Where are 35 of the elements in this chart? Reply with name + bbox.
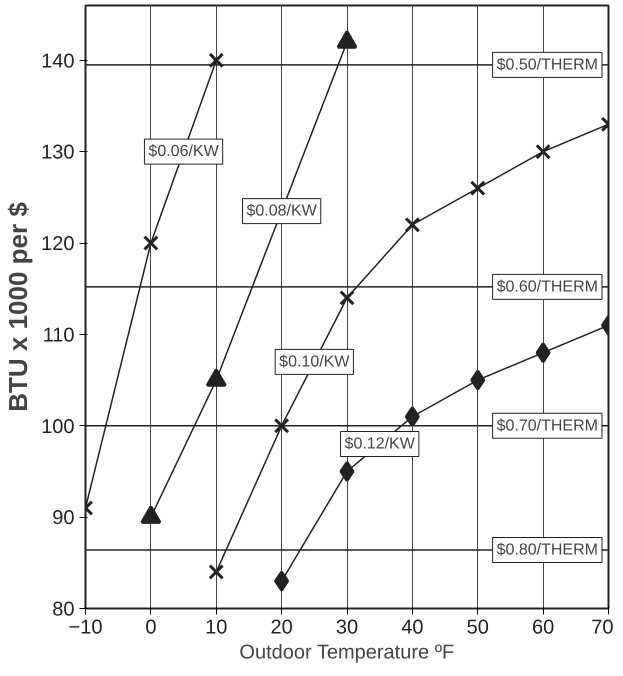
- x-tick-label: 20: [270, 616, 293, 638]
- ref-line-label: $0.60/THERM: [496, 278, 598, 296]
- point: [404, 216, 420, 233]
- point: [339, 290, 355, 306]
- x-tick-label: 60: [532, 616, 554, 638]
- point: [274, 418, 290, 434]
- point: [536, 342, 551, 364]
- series-label: $0.10/KW: [279, 353, 350, 370]
- series-label: $0.12/KW: [344, 436, 416, 453]
- x-tick-label: 50: [466, 616, 489, 638]
- series-label: $0.06/KW: [148, 143, 220, 160]
- point: [470, 370, 486, 391]
- ref-line-label: $0.80/THERM: [496, 542, 598, 559]
- point: [535, 144, 551, 160]
- x-axis-title: Outdoor Temperature ºF: [239, 642, 454, 664]
- x-tick-label: 0: [145, 616, 156, 638]
- ref-line-label: $0.50/THERM: [496, 56, 598, 74]
- point: [143, 235, 159, 251]
- series-label: $0.08/KW: [246, 202, 318, 220]
- x-tick-label: 70: [591, 616, 614, 638]
- y-tick-label: 130: [41, 142, 75, 164]
- y-axis-title: BTU x 1000 per $: [3, 202, 34, 412]
- x-tick-label: 40: [401, 616, 424, 638]
- point: [470, 180, 486, 196]
- x-tick-label: 30: [336, 616, 358, 638]
- point: [208, 564, 224, 580]
- y-tick-label: 110: [42, 324, 75, 346]
- y-tick-label: 90: [52, 507, 75, 530]
- y-tick-label: 140: [41, 50, 75, 72]
- point: [208, 52, 224, 68]
- ref-line-label: $0.70/THERM: [496, 417, 598, 434]
- point: [274, 570, 290, 592]
- y-tick-label: 120: [41, 233, 75, 256]
- y-tick-label: 100: [41, 416, 75, 438]
- x-tick-label: 10: [205, 616, 228, 638]
